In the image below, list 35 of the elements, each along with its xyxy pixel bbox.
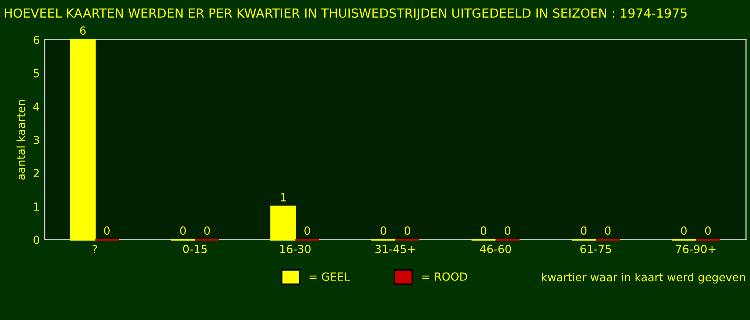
data-label: 0 (404, 226, 410, 236)
data-label: 0 (681, 226, 687, 236)
legend-label: = GEEL (310, 272, 350, 282)
bar (270, 206, 296, 241)
data-label: 0 (581, 226, 587, 236)
data-label: 0 (204, 226, 210, 236)
data-label: 0 (104, 226, 110, 236)
x-tick-label: 31-45+ (376, 245, 416, 254)
chart-title: HOEVEEL KAARTEN WERDEN ER PER KWARTIER IN THUISWEDSTRIJDEN UITGEDEELD IN SEIZOEN : 1974-1975 (4, 8, 687, 20)
data-label: 0 (605, 226, 611, 236)
data-label: 0 (480, 226, 487, 236)
data-label: 0 (180, 226, 186, 236)
x-tick-label: 46-60 (480, 245, 512, 254)
data-label: 0 (304, 226, 310, 236)
y-tick-label: 4 (34, 102, 40, 111)
y-tick-label: 5 (34, 69, 40, 78)
x-tick-label: 76-90+ (676, 245, 716, 254)
y-tick-label: 2 (34, 169, 40, 178)
legend-label: = ROOD (422, 272, 468, 282)
data-label: 0 (705, 226, 711, 236)
x-tick-label: 16-30 (280, 245, 311, 254)
x-tick-label: ? (92, 245, 98, 254)
bar (70, 39, 96, 241)
data-label: 0 (380, 226, 386, 236)
y-tick-label: 1 (34, 202, 40, 211)
x-tick-label: 61-75 (580, 245, 612, 254)
y-tick-label: 0 (34, 236, 40, 244)
y-tick-label: 6 (34, 36, 40, 44)
y-axis-title: aantal kaarten (16, 100, 26, 180)
y-tick-label: 3 (34, 136, 40, 144)
x-axis-title: kwartier waar in kaart werd gegeven (542, 273, 746, 284)
x-tick-label: 0-15 (183, 245, 207, 254)
data-label: 1 (281, 193, 286, 202)
data-label: 0 (505, 226, 511, 236)
data-label: 6 (80, 26, 86, 36)
